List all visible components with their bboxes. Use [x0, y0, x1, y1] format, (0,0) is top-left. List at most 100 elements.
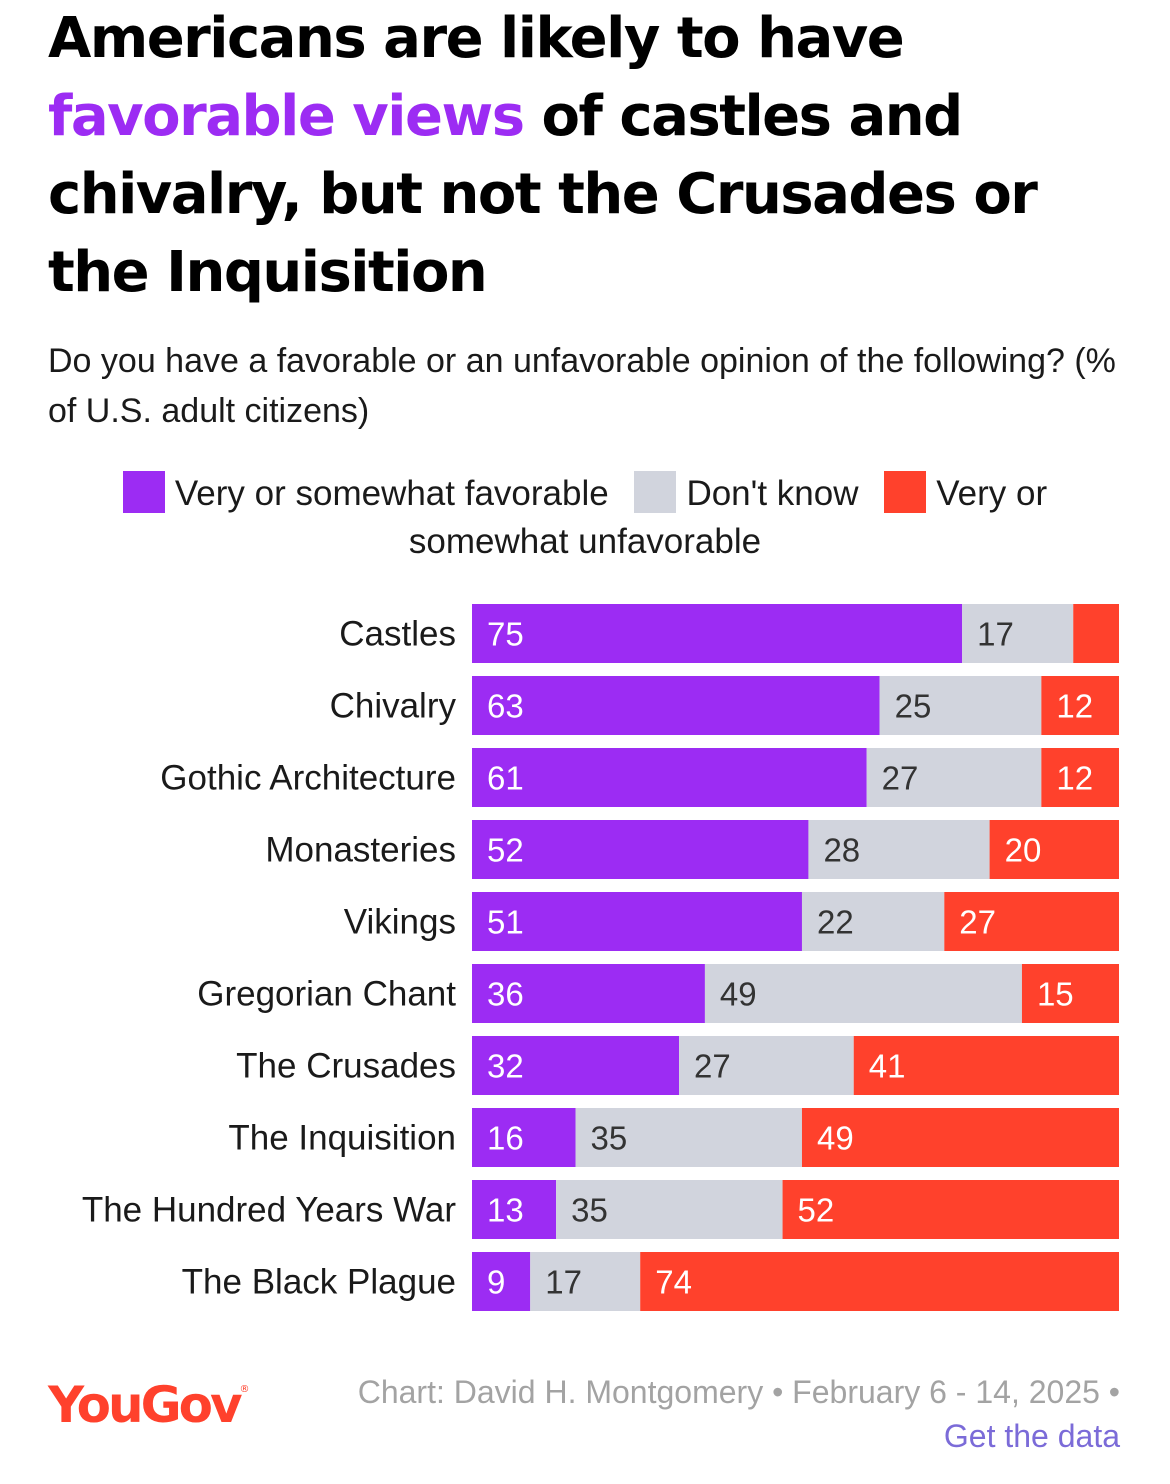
value-label-favorable: 36: [487, 976, 524, 1013]
bar-segment-dont-know: [704, 964, 1022, 1023]
value-label-dont-know: 27: [882, 760, 919, 797]
logo-text: YouGov: [48, 1376, 243, 1434]
value-label-dont-know: 17: [545, 1264, 582, 1301]
value-label-favorable: 32: [487, 1048, 524, 1085]
logo-registered-mark: ®: [239, 1384, 250, 1395]
bar-row: The Hundred Years War 13 35 52: [82, 1180, 1119, 1239]
value-label-unfavorable: 20: [1005, 832, 1042, 869]
bar-segment-dont-know: [575, 1108, 802, 1167]
legend-item-favorable: Very or somewhat favorable: [122, 471, 609, 513]
bar-segment-favorable: [472, 1180, 557, 1239]
value-label-favorable: 51: [487, 904, 524, 941]
value-label-unfavorable: 27: [959, 904, 996, 941]
category-label: The Crusades: [236, 1047, 456, 1086]
legend-label-dont-know: Don't know: [686, 474, 859, 513]
value-label-dont-know: 27: [694, 1048, 731, 1085]
value-label-dont-know: 35: [571, 1192, 608, 1229]
bar-segment-unfavorable: [782, 1180, 1119, 1239]
value-label-unfavorable: 49: [817, 1120, 854, 1157]
bar-segment-unfavorable: [1073, 604, 1119, 663]
bar-segment-favorable: [472, 1108, 576, 1167]
bar-row: Vikings 51 22 27: [344, 892, 1119, 951]
bar-segment-dont-know: [556, 1180, 783, 1239]
category-label: Castles: [339, 615, 456, 654]
title-highlight: favorable views: [48, 84, 525, 149]
legend-label-favorable: Very or somewhat favorable: [174, 474, 609, 513]
value-label-unfavorable: 52: [798, 1192, 835, 1229]
bar-segment-unfavorable: [853, 1036, 1119, 1095]
value-label-dont-know: 17: [977, 616, 1014, 653]
value-label-favorable: 61: [487, 760, 524, 797]
legend-swatch-unfavorable: [884, 471, 927, 513]
value-label-dont-know: 49: [720, 976, 757, 1013]
value-label-dont-know: 25: [895, 688, 932, 725]
bar-segment-unfavorable: [1041, 748, 1119, 807]
title-part-2: of castles and chivalry, but not the Cru…: [48, 84, 1038, 305]
category-label: Gothic Architecture: [160, 759, 456, 798]
legend-item-dont-know: Don't know: [634, 471, 859, 513]
bar-segment-unfavorable: [1021, 964, 1119, 1023]
value-label-unfavorable: 12: [1056, 760, 1093, 797]
bar-segment-favorable: [472, 676, 880, 735]
category-label: The Black Plague: [182, 1263, 456, 1302]
bar-segment-dont-know: [866, 748, 1042, 807]
category-label: The Inquisition: [228, 1119, 456, 1158]
bar-segment-unfavorable: [944, 892, 1119, 951]
value-label-unfavorable: 15: [1037, 976, 1074, 1013]
bar-row: Castles 75 17: [339, 604, 1119, 663]
value-label-dont-know: 28: [823, 832, 860, 869]
bar-segment-dont-know: [808, 820, 990, 879]
bar-row: The Crusades 32 27 41: [236, 1036, 1119, 1095]
bar-segment-favorable: [472, 892, 802, 951]
legend-item-unfavorable: Very or somewhat unfavorable: [408, 471, 1048, 561]
yougov-logo: YouGov®: [48, 1376, 250, 1434]
bar-segment-favorable: [472, 820, 809, 879]
value-label-favorable: 52: [487, 832, 524, 869]
category-label: Vikings: [344, 903, 456, 942]
bar-segment-favorable: [472, 1252, 531, 1311]
bar-segment-favorable: [472, 1036, 680, 1095]
bar-segment-dont-know: [679, 1036, 854, 1095]
legend: Very or somewhat favorable Don't know Ve…: [70, 470, 1100, 566]
value-label-favorable: 16: [487, 1120, 524, 1157]
bar-row: Chivalry 63 25 12: [330, 676, 1119, 735]
value-label-dont-know: 22: [817, 904, 854, 941]
chart-credit: Chart: David H. Montgomery • February 6 …: [260, 1370, 1120, 1458]
bar-segment-favorable: [472, 964, 705, 1023]
credit-text: Chart: David H. Montgomery • February 6 …: [357, 1374, 1120, 1410]
title-part-1: Americans are likely to have: [48, 6, 905, 71]
value-label-favorable: 63: [487, 688, 524, 725]
value-label-favorable: 9: [487, 1264, 505, 1301]
bar-row: Gregorian Chant 36 49 15: [197, 964, 1119, 1023]
bar-segment-unfavorable: [989, 820, 1119, 879]
category-label: Monasteries: [265, 831, 456, 870]
category-label: Gregorian Chant: [197, 975, 456, 1014]
bar-row: The Inquisition 16 35 49: [228, 1108, 1119, 1167]
get-the-data-link[interactable]: Get the data: [943, 1418, 1120, 1454]
bar-segment-favorable: [472, 604, 963, 663]
bar-segment-dont-know: [801, 892, 945, 951]
value-label-dont-know: 35: [591, 1120, 628, 1157]
bar-segment-favorable: [472, 748, 867, 807]
bar-row: Monasteries 52 28 20: [265, 820, 1119, 879]
chart-subtitle: Do you have a favorable or an unfavorabl…: [48, 342, 1116, 430]
legend-swatch-dont-know: [634, 471, 677, 513]
bar-segment-dont-know: [530, 1252, 641, 1311]
bar-row: The Black Plague 9 17 74: [182, 1252, 1119, 1311]
bar-segment-unfavorable: [1041, 676, 1119, 735]
category-label: The Hundred Years War: [82, 1191, 457, 1230]
value-label-unfavorable: 12: [1056, 688, 1093, 725]
legend-label-unfavorable: Very or somewhat unfavorable: [408, 474, 1048, 561]
value-label-favorable: 13: [487, 1192, 524, 1229]
value-label-unfavorable: 74: [655, 1264, 692, 1301]
bar-segment-unfavorable: [801, 1108, 1119, 1167]
value-label-favorable: 75: [487, 616, 524, 653]
bar-segment-dont-know: [962, 604, 1074, 663]
bar-segment-unfavorable: [640, 1252, 1119, 1311]
category-label: Chivalry: [330, 687, 457, 726]
legend-swatch-favorable: [122, 471, 165, 513]
chart-title: Americans are likely to have favorable v…: [48, 0, 1138, 312]
bar-row: Gothic Architecture 61 27 12: [160, 748, 1119, 807]
bar-segment-dont-know: [879, 676, 1042, 735]
